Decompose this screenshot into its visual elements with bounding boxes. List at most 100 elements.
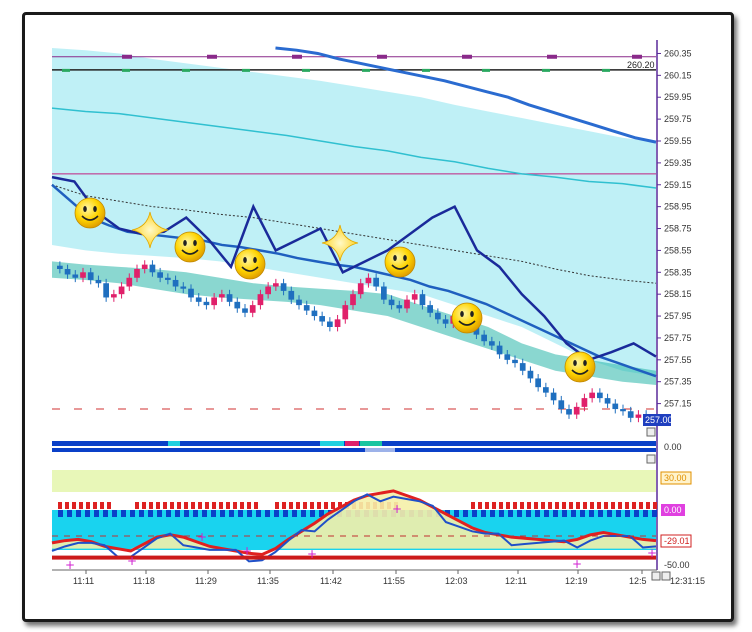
- candle-body: [512, 359, 518, 364]
- osc-top-tick: [58, 502, 62, 509]
- osc-lower-label: -50.00: [664, 560, 690, 570]
- candle-body: [527, 370, 534, 379]
- osc-top-tick: [492, 502, 496, 509]
- candle-body: [64, 269, 71, 275]
- osc-top-tick: [289, 502, 293, 509]
- osc-current-tag: -29.01: [664, 536, 690, 546]
- osc-blue-tick: [94, 510, 99, 517]
- strip-zero-label: 0.00: [664, 442, 682, 452]
- candle-body: [311, 310, 318, 317]
- candle-body: [180, 286, 187, 289]
- price-grid: [51, 54, 657, 410]
- candle-body: [550, 392, 557, 401]
- candle-body: [381, 286, 387, 300]
- osc-top-tick: [233, 502, 237, 509]
- smiley-icon: [384, 246, 416, 278]
- osc-top-tick: [317, 502, 321, 509]
- candle-body: [280, 283, 287, 291]
- smiley-eye: [403, 255, 407, 261]
- osc-top-tick: [618, 502, 622, 509]
- osc-upper-tag: 30.00: [664, 473, 687, 483]
- candle-body: [141, 264, 148, 270]
- osc-top-tick: [653, 502, 657, 509]
- time-tick-label: 12:03: [445, 576, 468, 586]
- osc-blue-tick: [598, 510, 603, 517]
- candle-body: [635, 414, 642, 418]
- osc-top-tick: [303, 502, 307, 509]
- osc-blue-tick: [634, 510, 639, 517]
- smiley-icon: [174, 231, 206, 263]
- smiley-eye: [470, 311, 474, 317]
- osc-blue-tick: [499, 510, 504, 517]
- price-tick-label: 259.35: [664, 158, 692, 168]
- osc-blue-tick: [454, 510, 459, 517]
- time-tick-label: 11:18: [133, 576, 155, 586]
- candle-body: [620, 409, 626, 412]
- osc-blue-tick: [463, 510, 468, 517]
- osc-top-tick: [240, 502, 244, 509]
- top-dash: [292, 54, 302, 59]
- price-tick-label: 259.75: [664, 114, 692, 124]
- last-price-tag: [643, 414, 671, 426]
- osc-top-tick: [226, 502, 230, 509]
- price-tick-label: 258.15: [664, 289, 692, 299]
- level-dash: [542, 68, 550, 72]
- osc-blue-tick: [625, 510, 630, 517]
- candle-body: [558, 400, 565, 410]
- candle-body: [342, 305, 349, 320]
- osc-cross-marker: +: [242, 544, 252, 558]
- osc-blue-tick: [58, 510, 63, 517]
- osc-blue-tick: [256, 510, 261, 517]
- osc-top-tick: [142, 502, 146, 509]
- osc-blue-tick: [283, 510, 288, 517]
- osc-top-tick: [177, 502, 181, 509]
- candle-body: [334, 319, 341, 327]
- price-tick-label: 258.95: [664, 202, 692, 212]
- candle-body: [396, 305, 403, 309]
- osc-top-tick: [135, 502, 139, 509]
- candle-body: [496, 345, 503, 355]
- candle-body: [566, 409, 572, 415]
- candle-body: [504, 354, 511, 360]
- osc-top-tick: [247, 502, 251, 509]
- candle-body: [427, 305, 433, 313]
- candle-body: [435, 312, 441, 320]
- osc-top-tick: [184, 502, 188, 509]
- candle-body: [234, 301, 241, 309]
- smiley-icon: [234, 248, 266, 280]
- time-tick-label: 12:5: [629, 576, 647, 586]
- smiley-eye: [243, 257, 247, 263]
- osc-top-tick: [198, 502, 202, 509]
- osc-top-tick: [149, 502, 153, 509]
- last-price-label: 257.00: [645, 415, 673, 425]
- cyan-ma-line: [51, 107, 657, 189]
- level-dash: [362, 68, 370, 72]
- candle-body: [203, 301, 210, 306]
- level-dash: [242, 68, 250, 72]
- candle-body: [111, 294, 117, 298]
- osc-blue-tick: [490, 510, 495, 517]
- candle-body: [481, 334, 487, 342]
- osc-blue-tick: [211, 510, 216, 517]
- level-dash: [62, 68, 70, 72]
- osc-top-tick: [534, 502, 538, 509]
- smiley-icon: [564, 351, 596, 383]
- osc-blue-tick: [166, 510, 171, 517]
- candle-body: [265, 286, 271, 295]
- markers: [74, 197, 596, 383]
- price-tick-label: 259.55: [664, 136, 692, 146]
- candle-body: [226, 294, 233, 302]
- osc-top-tick: [170, 502, 174, 509]
- osc-blue-tick: [652, 510, 657, 517]
- candle-body: [72, 274, 79, 278]
- candle-body: [365, 277, 372, 284]
- smiley-eye: [583, 360, 587, 366]
- candle-body: [172, 279, 179, 287]
- osc-top-tick: [324, 502, 328, 509]
- time-tick-label: 12:11: [505, 576, 527, 586]
- osc-cross-marker: +: [392, 502, 402, 516]
- osc-blue-tick: [247, 510, 252, 517]
- panel-buttons[interactable]: [646, 427, 671, 581]
- smiley-icon: [451, 302, 483, 334]
